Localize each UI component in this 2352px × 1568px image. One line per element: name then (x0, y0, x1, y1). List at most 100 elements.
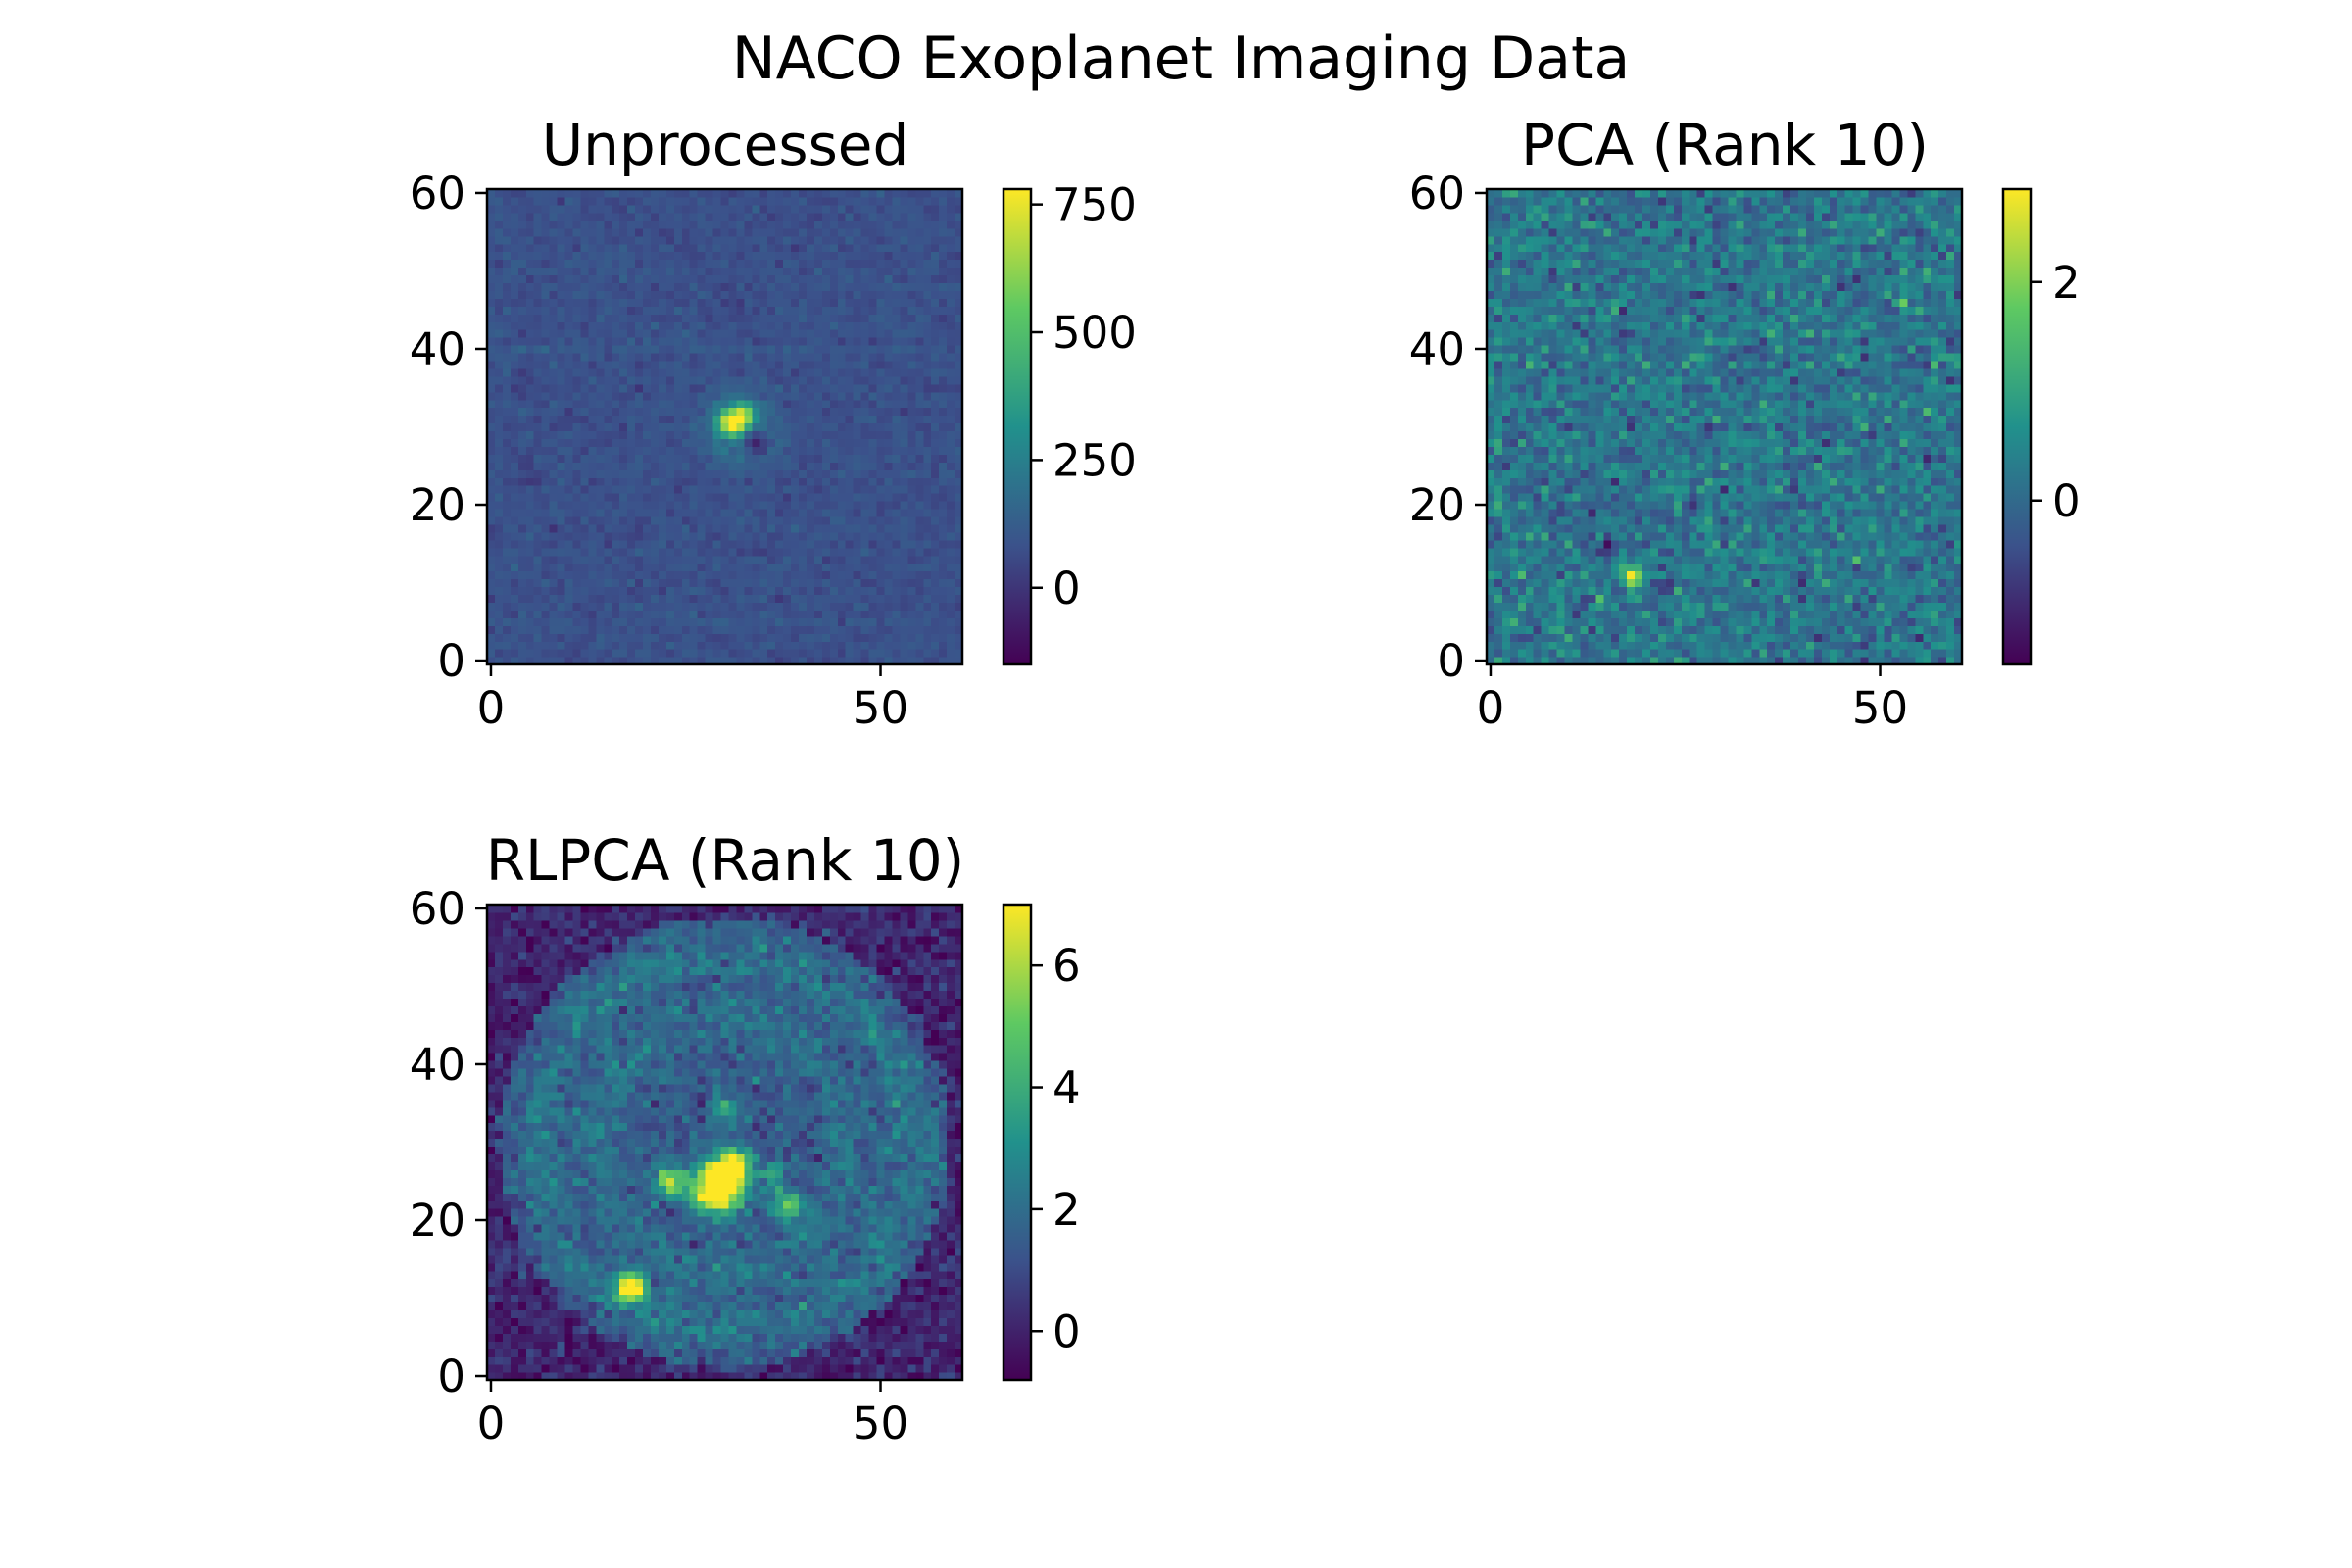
heatmap-cell (813, 641, 823, 650)
heatmap-cell (494, 368, 504, 377)
heatmap-cell (837, 422, 847, 432)
heatmap-cell (728, 196, 738, 206)
heatmap-cell (923, 259, 932, 269)
heatmap-cell (853, 625, 862, 634)
heatmap-cell (923, 391, 932, 401)
heatmap-cell (604, 586, 612, 596)
heatmap-cell (744, 547, 753, 557)
heatmap-cell (845, 547, 855, 557)
heatmap-cell (1720, 649, 1730, 658)
heatmap-cell (775, 259, 784, 269)
heatmap-cell (494, 235, 504, 245)
heatmap-cell (915, 454, 924, 463)
heatmap-cell (939, 368, 948, 377)
heatmap-cell (1954, 531, 1963, 541)
heatmap-cell (712, 586, 722, 596)
heatmap-cell (1767, 602, 1776, 611)
heatmap-cell (900, 508, 908, 517)
heatmap-cell (494, 508, 504, 517)
heatmap-cell (1798, 547, 1807, 557)
heatmap-cell (1712, 633, 1722, 642)
heatmap-cell (1517, 625, 1527, 634)
heatmap-cell (1681, 547, 1690, 557)
heatmap-cell (783, 547, 792, 557)
heatmap-cell (1876, 586, 1886, 596)
heatmap-cell (557, 196, 566, 206)
heatmap-cell (939, 220, 948, 229)
heatmap-cell (939, 321, 948, 330)
heatmap-cell (1588, 625, 1596, 634)
heatmap-cell (837, 586, 847, 596)
heatmap-cell (744, 407, 753, 416)
heatmap-cell (892, 493, 901, 502)
heatmap-cell (487, 430, 496, 440)
heatmap-cell (744, 204, 753, 214)
heatmap-cell (767, 368, 776, 377)
heatmap-cell (955, 352, 963, 362)
heatmap-cell (712, 259, 722, 269)
heatmap-cell (845, 227, 855, 237)
heatmap-cell (612, 415, 620, 424)
heatmap-cell (1759, 633, 1768, 642)
heatmap-cell (939, 375, 948, 385)
heatmap-cell (572, 469, 582, 478)
heatmap-cell (604, 375, 612, 385)
heatmap-cell (1751, 578, 1760, 588)
heatmap-cell (860, 523, 870, 533)
heatmap-cell (799, 337, 808, 346)
heatmap-cell (767, 391, 776, 401)
heatmap-cell (955, 251, 963, 261)
heatmap-cell (510, 531, 519, 541)
heatmap-cell (487, 539, 496, 549)
heatmap-cell (596, 321, 605, 330)
heatmap-cell (876, 360, 886, 369)
heatmap-cell (1860, 555, 1870, 564)
heatmap-cell (860, 462, 870, 470)
heatmap-cell (1525, 547, 1535, 557)
heatmap-cell (1673, 501, 1683, 510)
heatmap-cell (1852, 523, 1862, 533)
heatmap-cell (705, 227, 714, 237)
heatmap-cell (1541, 531, 1550, 541)
heatmap-cell (744, 243, 753, 253)
heatmap-cell (525, 290, 535, 299)
heatmap-cell (588, 375, 597, 385)
heatmap-cell (596, 243, 605, 253)
heatmap-cell (813, 570, 823, 580)
heatmap-cell (650, 204, 660, 214)
heatmap-cell (939, 462, 948, 470)
heatmap-cell (728, 235, 738, 245)
heatmap-cell (767, 345, 776, 354)
heatmap-cell (1494, 657, 1503, 665)
heatmap-cell (806, 189, 815, 198)
heatmap-cell (572, 259, 582, 269)
heatmap-cell (1487, 578, 1495, 588)
heatmap-cell (1868, 570, 1878, 580)
heatmap-cell (650, 508, 660, 517)
heatmap-cell (619, 469, 628, 478)
heatmap-cell (1564, 508, 1574, 517)
heatmap-cell (853, 352, 862, 362)
heatmap-cell (853, 189, 862, 198)
heatmap-cell (635, 227, 644, 237)
heatmap-cell (1805, 610, 1815, 618)
heatmap-cell (728, 547, 738, 557)
heatmap-cell (821, 196, 831, 206)
heatmap-cell (1775, 563, 1784, 572)
heatmap-cell (1556, 625, 1566, 634)
heatmap-cell (1852, 555, 1862, 564)
heatmap-cell (487, 531, 496, 541)
heatmap-cell (705, 539, 714, 549)
heatmap-cell (728, 212, 738, 221)
heatmap-cell (697, 383, 707, 393)
heatmap-cell (845, 189, 855, 198)
axes-frame (485, 187, 964, 666)
heatmap-cell (767, 633, 776, 642)
heatmap-cell (1517, 641, 1527, 650)
heatmap-cell (502, 259, 512, 269)
heatmap-cell (619, 422, 628, 432)
heatmap-cell (627, 438, 636, 447)
heatmap-cell (525, 220, 535, 229)
heatmap-cell (1595, 523, 1604, 533)
heatmap-cell (1619, 547, 1628, 557)
